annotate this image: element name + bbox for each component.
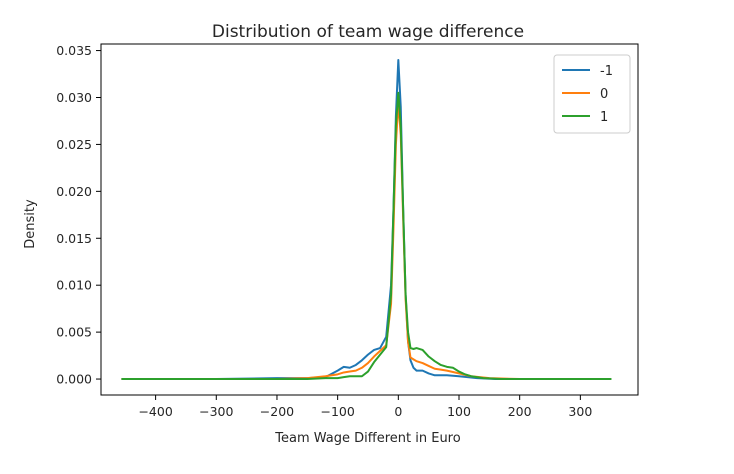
x-axis: −400 −300 −200 −100 0 100 200 300 bbox=[138, 395, 592, 419]
series-line-1 bbox=[121, 101, 573, 381]
legend: -1 0 1 bbox=[553, 54, 631, 134]
x-tick-label: 100 bbox=[447, 404, 471, 419]
y-tick-label: 0.025 bbox=[56, 137, 92, 152]
y-tick-label: 0.000 bbox=[56, 372, 92, 387]
legend-box bbox=[553, 54, 631, 134]
x-tick-label: 200 bbox=[508, 404, 532, 419]
legend-label: -1 bbox=[600, 64, 613, 79]
chart-title: Distribution of team wage difference bbox=[212, 22, 524, 42]
plot-frame bbox=[100, 43, 639, 396]
legend-label: 1 bbox=[600, 110, 608, 125]
x-tick-label: −300 bbox=[199, 404, 233, 419]
y-axis: 0.000 0.005 0.010 0.015 0.020 0.025 0.030 0.035 bbox=[56, 43, 101, 387]
y-tick-label: 0.005 bbox=[56, 325, 92, 340]
plot-area bbox=[100, 43, 639, 396]
x-axis-label: Team Wage Different in Euro bbox=[274, 431, 460, 446]
x-tick-label: 0 bbox=[394, 404, 402, 419]
y-axis-label: Density bbox=[23, 199, 38, 249]
y-tick-label: 0.035 bbox=[56, 43, 92, 58]
x-tick-label: −200 bbox=[260, 404, 294, 419]
legend-label: 0 bbox=[600, 87, 608, 102]
x-tick-label: −400 bbox=[138, 404, 172, 419]
series-line-2 bbox=[121, 91, 612, 381]
y-tick-label: 0.015 bbox=[56, 231, 92, 246]
y-tick-label: 0.030 bbox=[56, 90, 92, 105]
x-tick-label: 300 bbox=[568, 404, 592, 419]
y-tick-label: 0.010 bbox=[56, 278, 92, 293]
series-line-0 bbox=[121, 58, 573, 381]
x-tick-label: −100 bbox=[320, 404, 354, 419]
y-tick-label: 0.020 bbox=[56, 184, 92, 199]
